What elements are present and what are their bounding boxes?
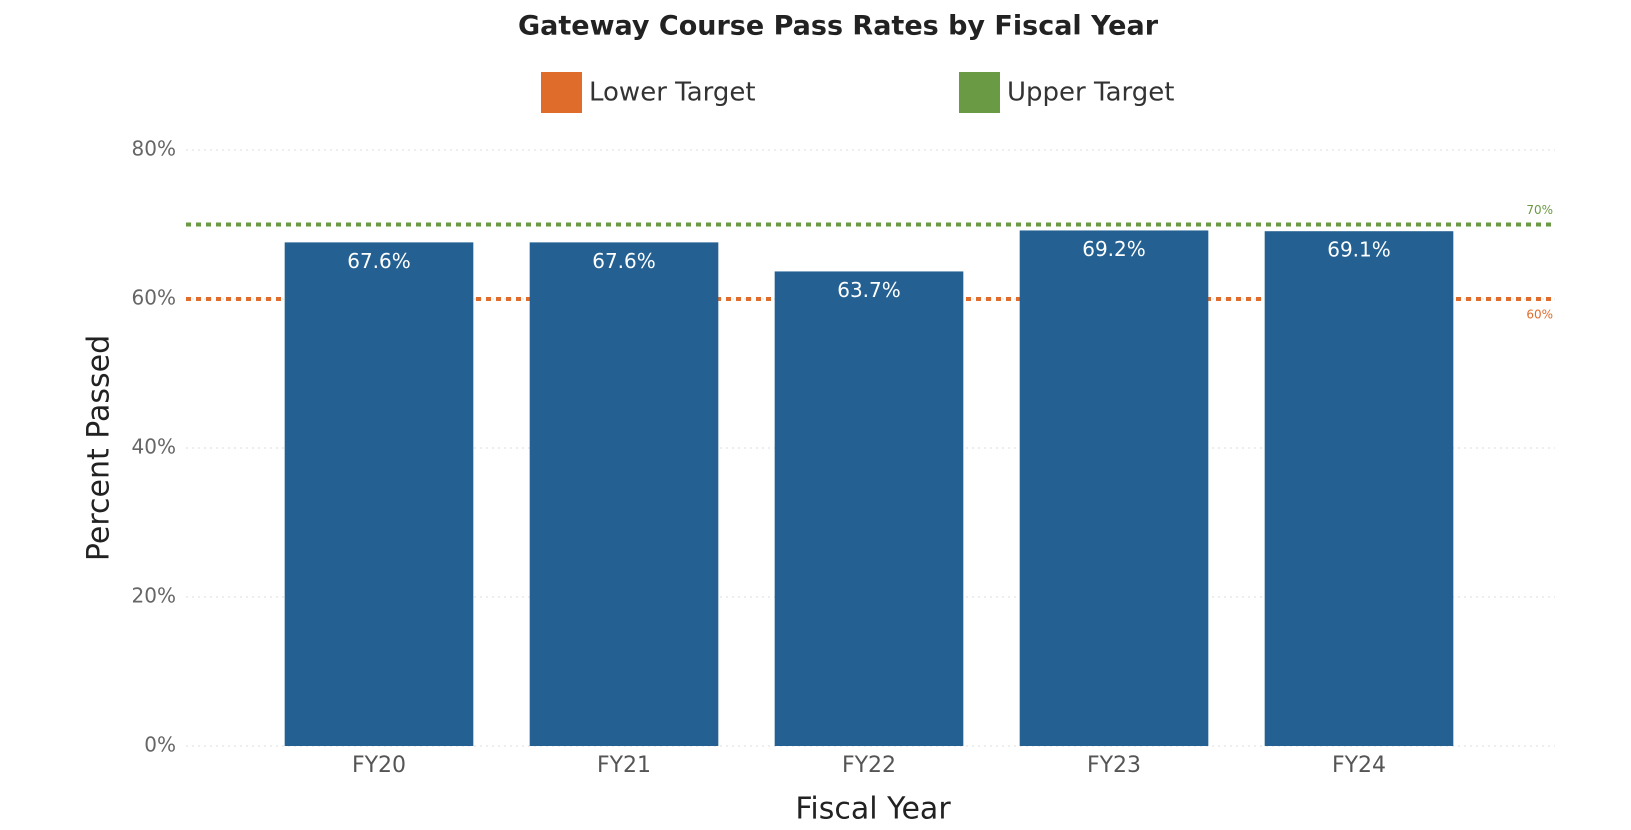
chart-title: Gateway Course Pass Rates by Fiscal Year xyxy=(518,11,1159,42)
x-tick-label: FY22 xyxy=(842,753,896,778)
y-tick-label: 40% xyxy=(132,435,176,459)
y-axis-label: Percent Passed xyxy=(82,335,117,561)
value-label: 69.1% xyxy=(1327,238,1391,262)
y-tick-label: 80% xyxy=(132,137,176,161)
y-tick-label: 60% xyxy=(132,286,176,310)
reference-label: 60% xyxy=(1526,308,1553,322)
legend-swatch xyxy=(959,72,1000,113)
bar xyxy=(774,271,964,746)
legend-label: Upper Target xyxy=(1007,78,1174,108)
legend-swatch xyxy=(541,72,582,113)
reference-label: 70% xyxy=(1526,203,1553,217)
x-tick-label: FY24 xyxy=(1332,753,1386,778)
x-axis-label: Fiscal Year xyxy=(795,792,951,827)
y-tick-label: 0% xyxy=(144,733,176,757)
y-tick-label: 20% xyxy=(132,584,176,608)
bar xyxy=(1264,231,1454,746)
value-label: 67.6% xyxy=(347,249,411,273)
value-label: 69.2% xyxy=(1082,237,1146,261)
value-label: 67.6% xyxy=(592,249,656,273)
x-tick-label: FY20 xyxy=(352,753,406,778)
bar xyxy=(1019,230,1209,746)
x-tick-label: FY23 xyxy=(1087,753,1141,778)
bar xyxy=(284,242,474,746)
x-tick-label: FY21 xyxy=(597,753,651,778)
bar xyxy=(529,242,719,746)
value-label: 63.7% xyxy=(837,278,901,302)
legend-label: Lower Target xyxy=(589,78,756,108)
